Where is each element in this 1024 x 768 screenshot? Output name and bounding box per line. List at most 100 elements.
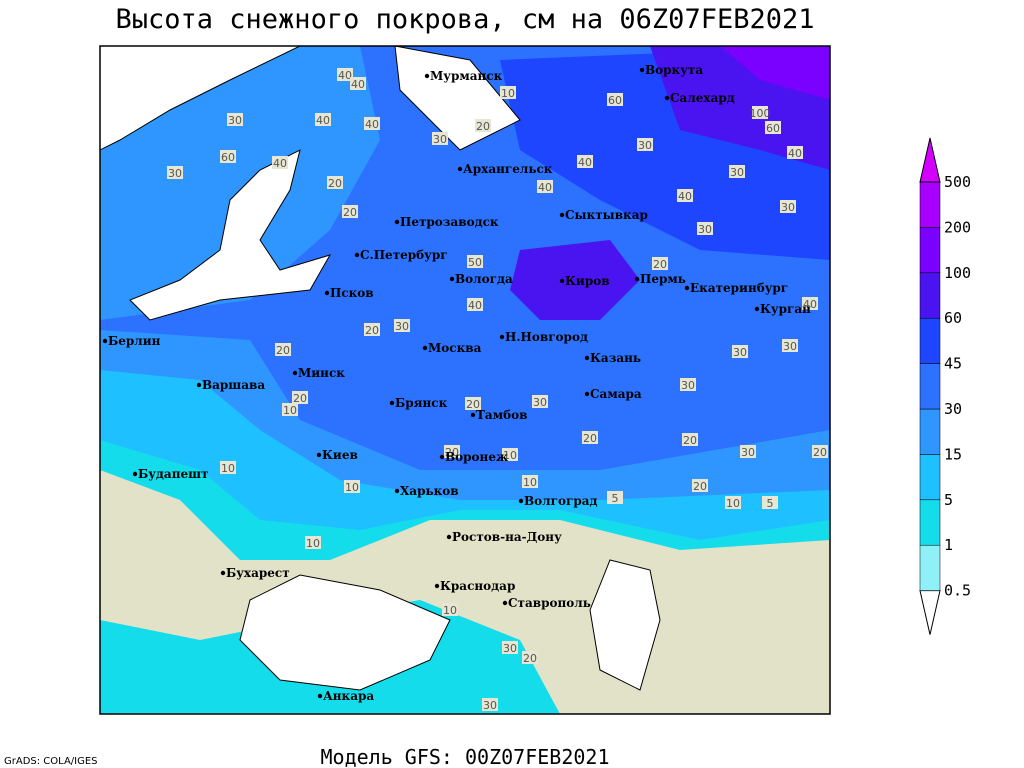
contour-label: 100 <box>750 107 771 120</box>
city-label: Киев <box>322 448 358 462</box>
contour-label-box <box>607 93 623 106</box>
contour-label-box <box>220 461 236 474</box>
contour-label-box <box>765 121 781 134</box>
contour-label: 40 <box>803 298 817 311</box>
city-label: С.Петербург <box>360 248 448 262</box>
contour-label-box <box>342 205 358 218</box>
snow-zone <box>720 46 830 100</box>
contour-label-box <box>732 345 748 358</box>
city-label: Пермь <box>640 272 686 286</box>
contour-label-box <box>729 165 745 178</box>
city-dot <box>584 355 590 361</box>
contour-label: 60 <box>608 94 622 107</box>
contour-label: 10 <box>503 449 517 462</box>
contour-label: 10 <box>523 476 537 489</box>
contour-label-box <box>364 323 380 336</box>
footer-center: Модель GFS: 00Z07FEB2021 <box>321 745 610 768</box>
contour-label-box <box>637 138 653 151</box>
contour-label: 40 <box>538 181 552 194</box>
city-dot <box>424 73 430 79</box>
city-label: Воркута <box>645 63 703 77</box>
city-dot <box>324 290 330 296</box>
contour-label: 20 <box>683 434 697 447</box>
snow-zone <box>510 240 640 320</box>
colorbar-segment <box>919 544 941 591</box>
contour-label-box <box>275 343 291 356</box>
contour-label: 20 <box>653 258 667 271</box>
city-label: Псков <box>330 286 374 300</box>
contour-label-box <box>337 68 353 81</box>
city-label: Краснодар <box>440 579 515 593</box>
contour-label-box <box>482 698 498 711</box>
caspian-sea <box>589 559 661 691</box>
colorbar-label: 1 <box>944 536 953 554</box>
contour-label: 30 <box>638 139 652 152</box>
contour-label-box <box>305 536 321 549</box>
city-label: Киров <box>565 274 610 288</box>
contour-label-box <box>442 603 458 616</box>
contour-label-box <box>780 200 796 213</box>
contour-label: 5 <box>612 492 619 505</box>
contour-label: 40 <box>338 69 352 82</box>
city-dot <box>502 600 508 606</box>
contour-label: 40 <box>468 299 482 312</box>
map-frame <box>99 45 831 715</box>
city-dot <box>584 391 590 397</box>
contour-label-box <box>522 475 538 488</box>
contour-label: 30 <box>395 320 409 333</box>
colorbar-bottom <box>919 590 941 635</box>
contour-label-box <box>502 448 518 461</box>
city-dot <box>434 583 440 589</box>
contour-label: 30 <box>733 346 747 359</box>
contour-label: 20 <box>523 652 537 665</box>
contour-label: 10 <box>345 481 359 494</box>
city-dot <box>518 498 524 504</box>
city-label: Москва <box>428 341 482 355</box>
contour-label-box <box>227 113 243 126</box>
contour-label-box <box>344 480 360 493</box>
contour-label: 20 <box>466 398 480 411</box>
contour-label: 30 <box>483 699 497 712</box>
contour-label-box <box>680 378 696 391</box>
colorbar-label: 500 <box>944 173 971 191</box>
city-dot <box>559 278 565 284</box>
contour-label-box <box>292 391 308 404</box>
city-dot <box>316 452 322 458</box>
contour-label: 30 <box>698 223 712 236</box>
city-dot <box>639 67 645 73</box>
contour-label: 20 <box>276 344 290 357</box>
contour-label-box <box>740 445 756 458</box>
contour-label-box <box>220 150 236 163</box>
contour-label: 20 <box>365 324 379 337</box>
contour-label: 50 <box>468 256 482 269</box>
contour-label-box <box>762 496 778 509</box>
city-dot <box>439 454 445 460</box>
colorbar-label: 5 <box>944 491 953 509</box>
contour-label-box <box>502 641 518 654</box>
city-dot <box>499 334 505 340</box>
contour-label-box <box>812 445 828 458</box>
contour-label: 30 <box>681 379 695 392</box>
colorbar-label: 0.5 <box>944 582 971 600</box>
colorbar-label: 30 <box>944 400 962 418</box>
norwegian-sea <box>100 46 301 151</box>
contour-label-box <box>652 257 668 270</box>
city-label: Бухарест <box>226 566 290 580</box>
colorbar-label: 60 <box>944 309 962 327</box>
city-label: Мурманск <box>430 69 503 83</box>
colorbar-segment <box>919 408 941 455</box>
contour-label: 30 <box>730 166 744 179</box>
city-dot <box>684 285 690 291</box>
city-label: Самара <box>590 387 642 401</box>
contour-label: 20 <box>343 206 357 219</box>
city-dot <box>389 400 395 406</box>
contour-label: 40 <box>273 157 287 170</box>
city-label: Берлин <box>108 334 161 348</box>
city-label: Ростов-на-Дону <box>452 530 562 544</box>
contour-label: 20 <box>693 480 707 493</box>
snow-zone <box>100 46 380 320</box>
contour-label: 30 <box>433 133 447 146</box>
